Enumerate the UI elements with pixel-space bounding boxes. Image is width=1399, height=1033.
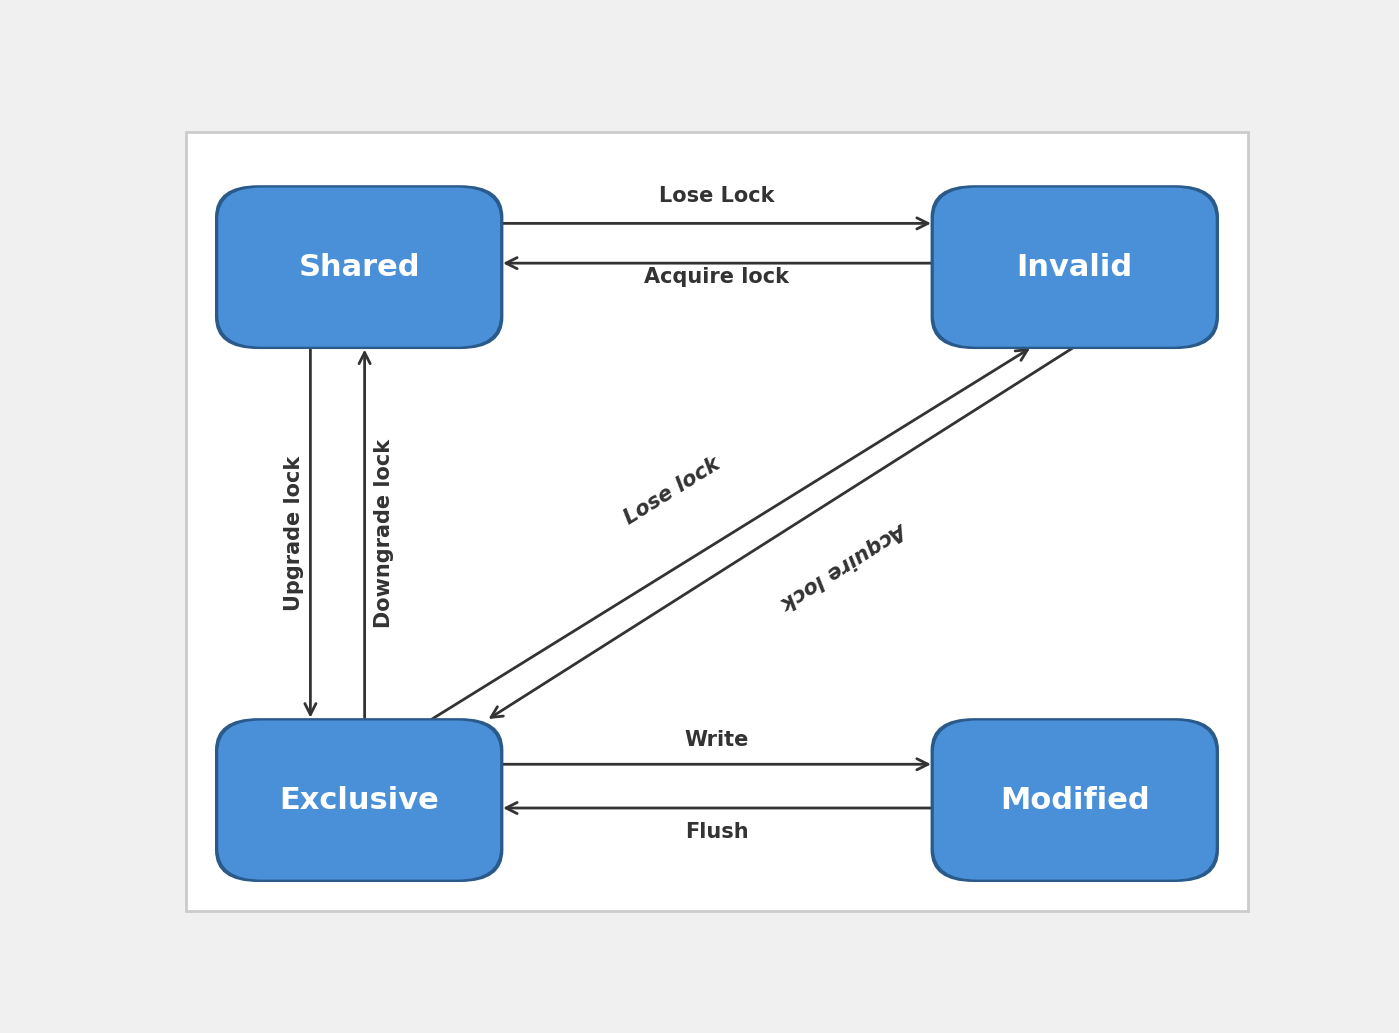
Text: Invalid: Invalid bbox=[1017, 253, 1133, 282]
Text: Write: Write bbox=[684, 730, 750, 750]
Text: Lose Lock: Lose Lock bbox=[659, 186, 775, 206]
Text: Downgrade lock: Downgrade lock bbox=[374, 439, 395, 628]
FancyBboxPatch shape bbox=[218, 188, 501, 347]
Text: Shared: Shared bbox=[298, 253, 420, 282]
FancyBboxPatch shape bbox=[930, 718, 1219, 882]
FancyBboxPatch shape bbox=[215, 718, 504, 882]
FancyBboxPatch shape bbox=[218, 721, 501, 880]
FancyBboxPatch shape bbox=[215, 185, 504, 349]
Text: Flush: Flush bbox=[686, 822, 748, 842]
Text: Upgrade lock: Upgrade lock bbox=[284, 456, 304, 612]
FancyBboxPatch shape bbox=[935, 188, 1216, 347]
Text: Acquire lock: Acquire lock bbox=[645, 268, 789, 287]
FancyBboxPatch shape bbox=[186, 132, 1248, 911]
Text: Acquire lock: Acquire lock bbox=[779, 519, 912, 613]
Text: Lose lock: Lose lock bbox=[620, 453, 723, 528]
FancyBboxPatch shape bbox=[930, 185, 1219, 349]
Text: Exclusive: Exclusive bbox=[280, 785, 439, 815]
FancyBboxPatch shape bbox=[935, 721, 1216, 880]
Text: Modified: Modified bbox=[1000, 785, 1150, 815]
